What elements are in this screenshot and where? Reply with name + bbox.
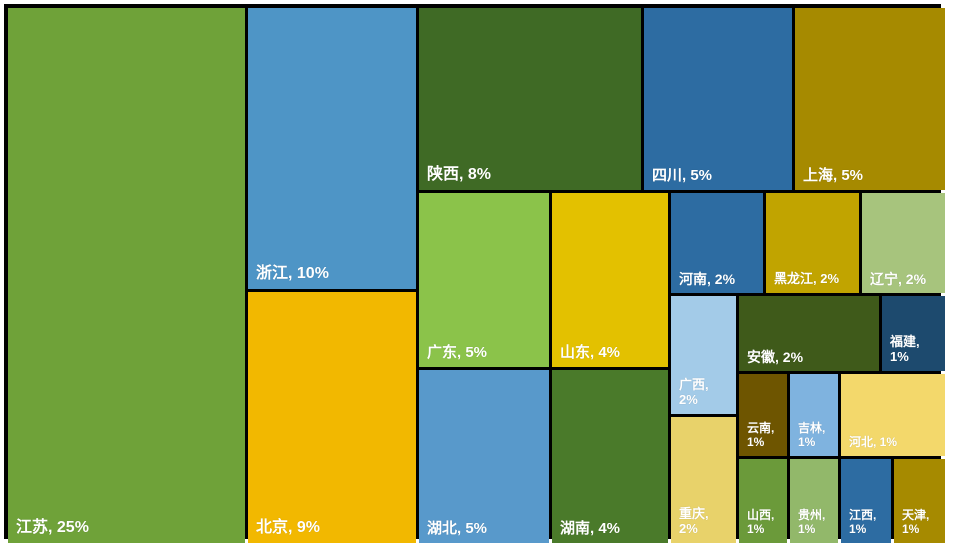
cell-label: 江西, 1% bbox=[849, 509, 883, 537]
cell-辽宁: 辽宁, 2% bbox=[862, 193, 945, 293]
cell-江苏: 江苏, 25% bbox=[8, 8, 245, 543]
cell-label: 重庆, 2% bbox=[679, 507, 728, 537]
cell-label: 山东, 4% bbox=[560, 344, 620, 361]
cell-label: 安徽, 2% bbox=[747, 349, 803, 365]
cell-label: 上海, 5% bbox=[803, 167, 863, 184]
cell-label: 河北, 1% bbox=[849, 436, 897, 450]
treemap-chart: 江苏, 25% 浙江, 10% 北京, 9% 陕西, 8% 四川, 5% 上海, 5% 广东… bbox=[4, 4, 941, 539]
cell-河北: 河北, 1% bbox=[841, 374, 945, 456]
cell-北京: 北京, 9% bbox=[248, 292, 416, 543]
cell-天津: 天津, 1% bbox=[894, 459, 945, 543]
cell-黑龙江: 黑龙江, 2% bbox=[766, 193, 859, 293]
cell-label: 陕西, 8% bbox=[427, 166, 491, 184]
cell-陕西: 陕西, 8% bbox=[419, 8, 641, 190]
cell-label: 吉林, 1% bbox=[798, 422, 830, 450]
cell-label: 四川, 5% bbox=[652, 167, 712, 184]
cell-label: 北京, 9% bbox=[256, 519, 320, 537]
cell-label: 湖北, 5% bbox=[427, 520, 487, 537]
cell-label: 湖南, 4% bbox=[560, 520, 620, 537]
cell-福建: 福建, 1% bbox=[882, 296, 945, 371]
cell-浙江: 浙江, 10% bbox=[248, 8, 416, 289]
cell-湖南: 湖南, 4% bbox=[552, 370, 668, 543]
cell-江西: 江西, 1% bbox=[841, 459, 891, 543]
cell-label: 福建, 1% bbox=[890, 335, 937, 365]
cell-吉林: 吉林, 1% bbox=[790, 374, 838, 456]
cell-label: 广西, 2% bbox=[679, 378, 728, 408]
cell-label: 山西, 1% bbox=[747, 509, 779, 537]
cell-安徽: 安徽, 2% bbox=[739, 296, 879, 371]
cell-重庆: 重庆, 2% bbox=[671, 417, 736, 543]
cell-label: 黑龙江, 2% bbox=[774, 272, 839, 287]
cell-label: 江苏, 25% bbox=[16, 519, 89, 537]
cell-上海: 上海, 5% bbox=[795, 8, 945, 190]
cell-label: 河南, 2% bbox=[679, 271, 735, 287]
cell-贵州: 贵州, 1% bbox=[790, 459, 838, 543]
cell-四川: 四川, 5% bbox=[644, 8, 792, 190]
cell-云南: 云南, 1% bbox=[739, 374, 787, 456]
cell-广西: 广西, 2% bbox=[671, 296, 736, 414]
cell-山西: 山西, 1% bbox=[739, 459, 787, 543]
cell-label: 云南, 1% bbox=[747, 422, 779, 450]
cell-label: 天津, 1% bbox=[902, 509, 937, 537]
cell-label: 广东, 5% bbox=[427, 344, 487, 361]
cell-山东: 山东, 4% bbox=[552, 193, 668, 367]
cell-湖北: 湖北, 5% bbox=[419, 370, 549, 543]
cell-label: 辽宁, 2% bbox=[870, 271, 926, 287]
cell-河南: 河南, 2% bbox=[671, 193, 763, 293]
cell-label: 贵州, 1% bbox=[798, 509, 830, 537]
cell-label: 浙江, 10% bbox=[256, 265, 329, 283]
cell-广东: 广东, 5% bbox=[419, 193, 549, 367]
